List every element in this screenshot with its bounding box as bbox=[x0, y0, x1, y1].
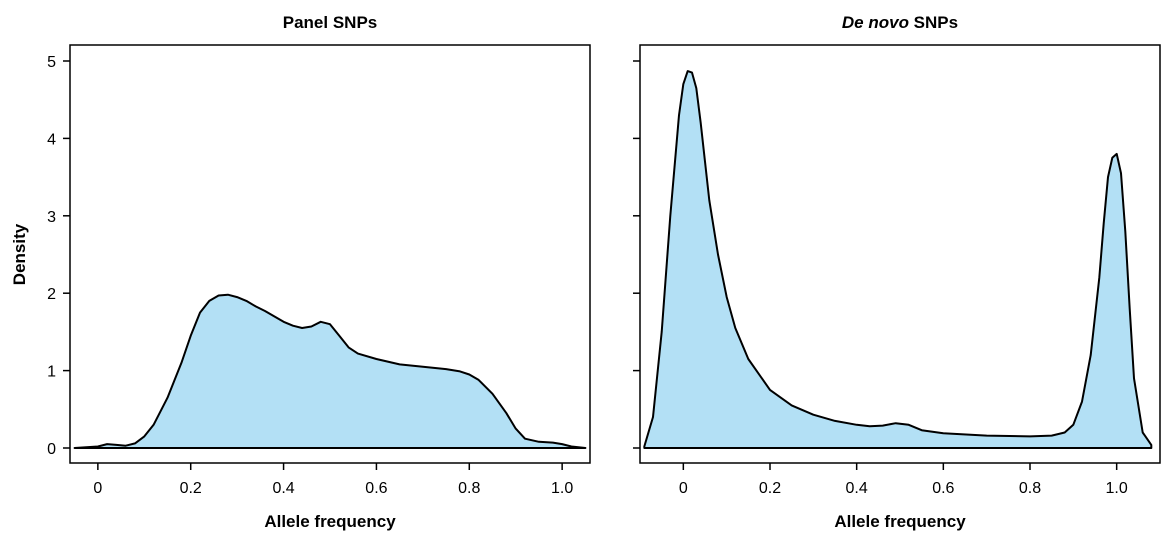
y-tick-label: 5 bbox=[47, 54, 56, 71]
plot-frame bbox=[69, 44, 591, 464]
x-tick-label: 0.8 bbox=[458, 480, 480, 497]
x-tick-label: 0 bbox=[93, 480, 102, 497]
x-tick-label: 0 bbox=[679, 480, 688, 497]
x-tick-label: 1.0 bbox=[1106, 480, 1128, 497]
x-tick-label: 0.8 bbox=[1019, 480, 1041, 497]
y-tick-label: 1 bbox=[47, 364, 56, 381]
y-tick-label: 0 bbox=[47, 441, 56, 458]
y-axis-label: Density bbox=[10, 223, 29, 285]
chart-title-rest: SNPs bbox=[909, 13, 958, 32]
de-novo-snps-chart: De novo SNPs 0 0.2 0.4 0.6 0.8 1.0 Allele frequ… bbox=[633, 13, 1161, 531]
chart-title: De novo SNPs bbox=[842, 13, 958, 32]
chart-title-italic: De novo bbox=[842, 13, 909, 32]
x-axis-label: Allele frequency bbox=[834, 512, 966, 531]
x-axis-label: Allele frequency bbox=[264, 512, 396, 531]
y-tick-label: 3 bbox=[47, 209, 56, 226]
x-tick-label: 0.4 bbox=[272, 480, 294, 497]
x-tick-label: 0.2 bbox=[759, 480, 781, 497]
density-area bbox=[73, 293, 587, 449]
plot-frame bbox=[639, 44, 1161, 464]
x-tick-label: 0.6 bbox=[932, 480, 954, 497]
y-tick-label: 4 bbox=[47, 131, 56, 148]
y-tick-label: 2 bbox=[47, 286, 56, 303]
x-tick-label: 0.6 bbox=[365, 480, 387, 497]
x-tick-label: 1.0 bbox=[551, 480, 573, 497]
panel-snps-chart: Panel SNPs 0 1 2 3 4 5 0 0.2 0.4 0.6 0.8 1.0 Allele f… bbox=[10, 13, 591, 531]
chart-title: Panel SNPs bbox=[283, 13, 378, 32]
x-tick-label: 0.4 bbox=[846, 480, 868, 497]
x-tick-label: 0.2 bbox=[180, 480, 202, 497]
density-area bbox=[643, 70, 1153, 449]
